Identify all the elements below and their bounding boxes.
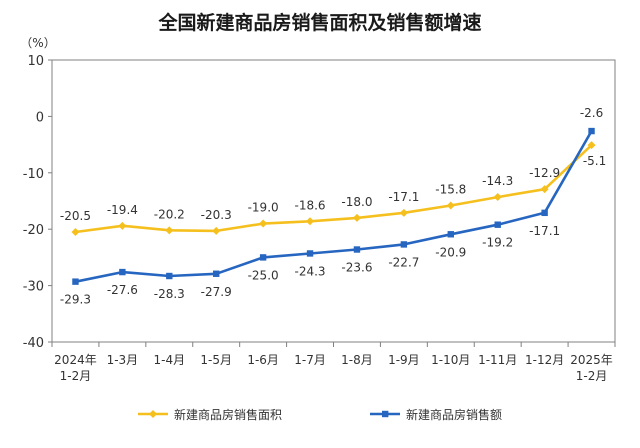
series-2-data-label: -25.0	[248, 268, 279, 282]
series-1-data-label: -5.1	[583, 154, 606, 168]
series-2-data-label: -20.9	[435, 245, 466, 259]
series-1-data-label: -20.5	[60, 209, 91, 223]
y-tick-label: -10	[23, 167, 44, 182]
series-2-point	[213, 270, 220, 277]
chart-title: 全国新建商品房销售面积及销售额增速	[158, 12, 482, 34]
legend-label-1: 新建商品房销售面积	[174, 407, 282, 422]
series-1-point	[399, 208, 408, 217]
x-tick-label: 1-2月	[576, 369, 608, 383]
plot-frame	[51, 59, 616, 343]
x-tick-label: 2024年	[54, 353, 97, 367]
series-1-point	[212, 226, 221, 235]
y-tick-label: 10	[27, 54, 44, 69]
x-tick-label: 1-10月	[431, 353, 470, 367]
series-2-data-label: -27.9	[201, 285, 232, 299]
series-2-data-label: -19.2	[482, 236, 513, 250]
series-1-data-label: -18.6	[295, 198, 326, 212]
series-2-point	[306, 250, 314, 257]
series-2-data-label: -17.1	[529, 224, 560, 238]
y-tick-label: 0	[36, 110, 44, 125]
series-2-point	[541, 209, 548, 217]
x-tick-label: 1-3月	[107, 353, 139, 367]
series-1-point	[352, 213, 361, 222]
series-2-data-label: -2.6	[580, 106, 603, 120]
series-2-point	[353, 246, 361, 253]
series-2-point	[447, 231, 454, 238]
x-tick-label: 1-11月	[478, 353, 517, 367]
series-1-point	[165, 226, 174, 235]
series-1-point	[587, 141, 596, 150]
series-2-point	[166, 272, 173, 280]
x-tick-label: 1-4月	[153, 353, 185, 367]
y-tick-label: -30	[23, 280, 44, 295]
series-2-data-label: -22.7	[388, 255, 419, 269]
series-1-point	[71, 228, 80, 237]
series-2-data-label: -28.3	[154, 287, 185, 301]
series-1-point	[446, 201, 455, 210]
y-tick-label: -40	[23, 336, 44, 351]
series-1-point	[118, 221, 127, 230]
series-1-data-label: -20.3	[201, 208, 232, 222]
x-tick-label: 1-12月	[525, 353, 564, 367]
series-2-data-label: -29.3	[60, 293, 91, 307]
series-2-point	[588, 127, 595, 135]
series-line-2	[75, 130, 593, 283]
series-2-point	[400, 241, 408, 248]
series-1-point	[540, 185, 549, 194]
x-tick-label: 1-5月	[200, 353, 232, 367]
series-2-point	[259, 254, 267, 261]
series-1-data-label: -19.0	[248, 201, 279, 215]
series-1-data-label: -17.1	[388, 190, 419, 204]
series-1-point	[493, 193, 502, 202]
series-2-data-label: -24.3	[295, 264, 326, 278]
x-tick-label: 1-8月	[341, 353, 373, 367]
x-tick-label: 1-9月	[388, 353, 420, 367]
series-1-data-label: -12.9	[529, 166, 560, 180]
series-2-point	[119, 268, 126, 276]
series-2-data-label: -23.6	[341, 261, 372, 275]
series-2-point	[72, 278, 79, 285]
x-tick-label: 2025年	[570, 353, 613, 367]
series-line-1	[75, 144, 593, 234]
legend-marker-2	[382, 410, 389, 418]
series-1-point	[259, 219, 268, 228]
legend-marker-1	[149, 410, 157, 418]
series-1-data-label: -18.0	[341, 195, 372, 209]
x-tick-label: 1-7月	[294, 353, 326, 367]
legend-label-2: 新建商品房销售额	[406, 407, 502, 422]
series-1-data-label: -19.4	[107, 203, 138, 217]
y-axis-unit-label: （%）	[20, 36, 55, 50]
series-1-point	[306, 217, 315, 226]
series-1-data-label: -20.2	[154, 207, 185, 221]
x-tick-label: 1-6月	[247, 353, 279, 367]
series-1-data-label: -15.8	[435, 183, 466, 197]
series-2-data-label: -27.6	[107, 283, 138, 297]
y-tick-label: -20	[23, 223, 44, 238]
x-tick-label: 1-2月	[60, 369, 92, 383]
series-1-data-label: -14.3	[482, 174, 513, 188]
series-2-point	[494, 221, 501, 228]
